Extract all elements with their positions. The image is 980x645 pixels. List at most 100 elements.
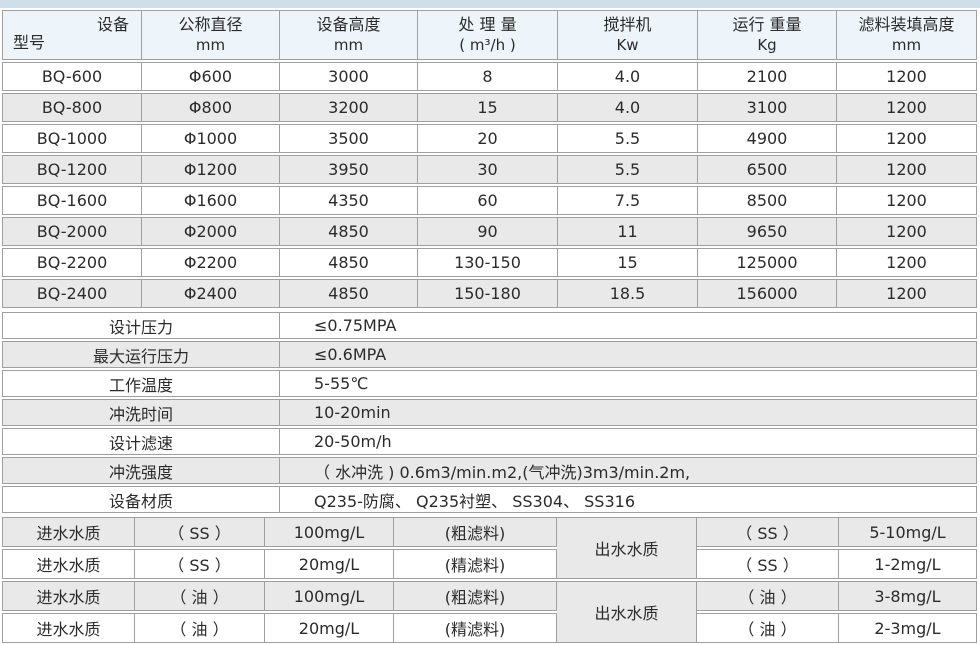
height-cell: 3500 [280, 124, 418, 153]
mixer-cell: 4.0 [558, 93, 698, 122]
water-quality-row: 进水水质 （ 油 ） 20mg/L (精滤料) （ 油 ） 2-3mg/L [2, 613, 977, 643]
weight-cell: 2100 [698, 62, 837, 91]
parameter-row: 最大运行压力 ≤0.6MPA [2, 341, 977, 368]
model-cell: BQ-2000 [2, 217, 142, 246]
inlet-media: (精滤料) [394, 613, 557, 643]
capacity-cell: 20 [418, 124, 558, 153]
inlet-media: (精滤料) [394, 549, 557, 579]
inlet-label: 进水水质 [2, 549, 135, 579]
media-height-cell: 1200 [837, 186, 977, 215]
corner-top-label: 设备 [96, 15, 129, 34]
inlet-param: （ 油 ） [135, 581, 265, 611]
corner-bottom-label: 型号 [13, 33, 46, 53]
col-header-media-height: 滤料装填高度 mm [837, 10, 977, 60]
diameter-cell: Φ800 [142, 93, 280, 122]
parameter-row: 工作温度 5-55℃ [2, 370, 977, 397]
media-height-cell: 1200 [837, 217, 977, 246]
parameter-label: 最大运行压力 [2, 341, 280, 368]
col-header-weight: 运行 重量 Kg [698, 10, 837, 60]
mixer-cell: 7.5 [558, 186, 698, 215]
media-height-cell: 1200 [837, 155, 977, 184]
col-header-line1: 公称直径 [178, 14, 243, 34]
parameter-row: 设计滤速 20-50m/h [2, 428, 977, 455]
capacity-cell: 150-180 [418, 279, 558, 308]
weight-cell: 3100 [698, 93, 837, 122]
diameter-cell: Φ1600 [142, 186, 280, 215]
inlet-media: (粗滤料) [394, 517, 557, 547]
parameter-label: 冲洗时间 [2, 399, 280, 426]
outlet-value: 2-3mg/L [839, 613, 977, 643]
inlet-label: 进水水质 [2, 581, 135, 611]
col-header-line1: 搅拌机 [603, 14, 652, 34]
height-cell: 3000 [280, 62, 418, 91]
capacity-cell: 15 [418, 93, 558, 122]
inlet-media: (粗滤料) [394, 581, 557, 611]
table-row: BQ-1000 Φ1000 3500 20 5.5 4900 1200 [2, 124, 977, 153]
model-cell: BQ-2200 [2, 248, 142, 277]
parameter-value: 10-20min [280, 399, 977, 426]
parameter-value: 20-50m/h [280, 428, 977, 455]
outlet-value: 1-2mg/L [839, 549, 977, 579]
col-header-line1: 运行 重量 [732, 14, 802, 34]
table-row: BQ-2400 Φ2400 4850 150-180 18.5 156000 1… [2, 279, 977, 308]
table-row: BQ-2000 Φ2000 4850 90 11 9650 1200 [2, 217, 977, 246]
parameter-row: 设备材质 Q235-防腐、 Q235衬塑、 SS304、 SS316 [2, 486, 977, 513]
inlet-value: 20mg/L [265, 549, 394, 579]
parameter-label: 设计滤速 [2, 428, 280, 455]
parameters-table: 设计压力 ≤0.75MPA 最大运行压力 ≤0.6MPA 工作温度 5-55℃ … [2, 310, 977, 515]
capacity-cell: 60 [418, 186, 558, 215]
water-quality-row: 进水水质 （ SS ） 100mg/L (粗滤料) 出水水质 （ SS ） 5-… [2, 517, 977, 579]
outlet-param: （ 油 ） [697, 581, 839, 611]
height-cell: 4350 [280, 186, 418, 215]
height-cell: 4850 [280, 279, 418, 308]
weight-cell: 6500 [698, 155, 837, 184]
table-row: BQ-2200 Φ2200 4850 130-150 15 125000 120… [2, 248, 977, 277]
capacity-cell: 130-150 [418, 248, 558, 277]
col-header-capacity: 处 理 量( m³/h ) [418, 10, 558, 60]
model-cell: BQ-1200 [2, 155, 142, 184]
col-header-diameter: 公称直径 mm [142, 10, 280, 60]
outlet-label: 出水水质 [557, 581, 697, 643]
parameter-label: 设计压力 [2, 312, 280, 339]
outlet-value: 3-8mg/L [839, 581, 977, 611]
col-header-line1: 设备高度 [316, 14, 381, 34]
parameter-row: 冲洗强度 （ 水冲洗 ) 0.6m3/min.m2,(气冲洗)3m3/min.2… [2, 457, 977, 484]
table-row: BQ-600 Φ600 3000 8 4.0 2100 1200 [2, 62, 977, 91]
weight-cell: 4900 [698, 124, 837, 153]
col-header-height: 设备高度 mm [280, 10, 418, 60]
table-row: BQ-800 Φ800 3200 15 4.0 3100 1200 [2, 93, 977, 122]
outlet-value: 5-10mg/L [839, 517, 977, 547]
diameter-cell: Φ1200 [142, 155, 280, 184]
mixer-cell: 4.0 [558, 62, 698, 91]
col-header-line2: Kg [757, 35, 777, 54]
inlet-label: 进水水质 [2, 613, 135, 643]
inlet-value: 20mg/L [265, 613, 394, 643]
col-header-line1: 处 理 量 [458, 14, 517, 34]
col-header-line2: mm [891, 35, 922, 54]
parameter-value: 5-55℃ [280, 370, 977, 397]
height-cell: 4850 [280, 248, 418, 277]
mixer-cell: 5.5 [558, 124, 698, 153]
mixer-cell: 11 [558, 217, 698, 246]
header-row: 设备 型号 公称直径 mm 设备高度 mm 处 理 量( m³/h ) 搅拌机 Kw … [2, 10, 977, 60]
parameter-value: ≤0.6MPA [280, 341, 977, 368]
col-header-line2: Kw [616, 35, 639, 54]
parameter-label: 工作温度 [2, 370, 280, 397]
col-header-line1: 滤料装填高度 [858, 14, 955, 34]
col-header-line2: mm [333, 35, 364, 54]
inlet-value: 100mg/L [265, 581, 394, 611]
capacity-cell: 8 [418, 62, 558, 91]
weight-cell: 125000 [698, 248, 837, 277]
capacity-cell: 90 [418, 217, 558, 246]
media-height-cell: 1200 [837, 62, 977, 91]
diameter-cell: Φ600 [142, 62, 280, 91]
parameter-value: Q235-防腐、 Q235衬塑、 SS304、 SS316 [280, 486, 977, 513]
diameter-cell: Φ2000 [142, 217, 280, 246]
height-cell: 4850 [280, 217, 418, 246]
mixer-cell: 18.5 [558, 279, 698, 308]
model-spec-table: 设备 型号 公称直径 mm 设备高度 mm 处 理 量( m³/h ) 搅拌机 Kw … [2, 8, 977, 310]
parameter-value: ≤0.75MPA [280, 312, 977, 339]
inlet-label: 进水水质 [2, 517, 135, 547]
corner-header-cell: 设备 型号 [2, 10, 142, 60]
weight-cell: 8500 [698, 186, 837, 215]
